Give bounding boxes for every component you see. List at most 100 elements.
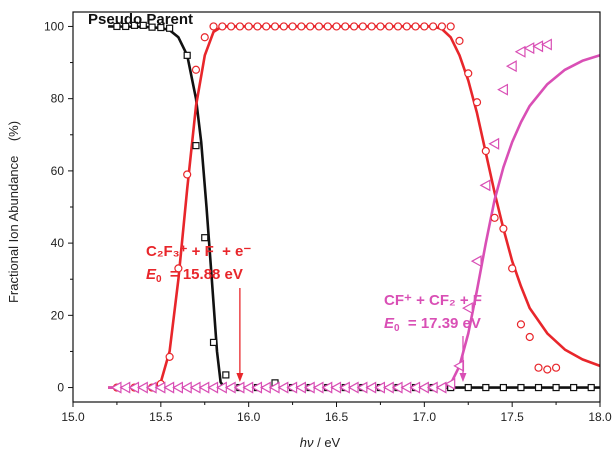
data-point-circle (306, 22, 315, 31)
x-axis-title: hν / eV (300, 435, 341, 450)
data-point-circle (367, 22, 376, 31)
data-point-circle (393, 22, 403, 31)
c2f3-channel-label: C₂F₃⁺ + F + e⁻ (146, 243, 251, 260)
data-point-square (183, 51, 191, 59)
y-tick-label: 40 (51, 236, 65, 250)
data-point-circle (323, 22, 332, 31)
data-point-triangle-left (523, 42, 535, 55)
data-point-square (157, 23, 165, 32)
data-point-circle (525, 332, 534, 342)
data-point-square (192, 142, 200, 150)
data-point-square (148, 23, 156, 31)
data-point-triangle-left (479, 179, 491, 192)
data-point-circle (516, 320, 526, 329)
data-point-triangle-left (462, 302, 473, 315)
c2f3-e0-label: E0 = 15.88 eV (146, 266, 243, 285)
x-tick-label: 15.5 (149, 410, 173, 424)
data-point-circle (455, 36, 464, 45)
data-point-circle (376, 22, 385, 31)
data-point-circle (279, 22, 288, 31)
data-point-square (222, 371, 230, 379)
x-tick-label: 17.5 (500, 410, 524, 424)
data-point-circle (341, 22, 350, 31)
data-point-circle (183, 170, 192, 179)
data-point-triangle-left (514, 45, 526, 58)
data-point-circle (235, 22, 244, 31)
y-tick-label: 80 (51, 92, 65, 106)
x-axis-ticks: 15.0 15.5 16.0 16.5 17.0 17.5 18.0 (61, 402, 612, 424)
y-tick-label: 20 (51, 308, 65, 322)
cf-threshold-arrow-head (459, 373, 467, 382)
data-markers (110, 21, 595, 394)
data-point-circle (551, 363, 561, 372)
threshold-arrows (236, 288, 467, 382)
data-point-square (517, 383, 525, 392)
data-point-circle (200, 33, 209, 42)
data-point-circle (253, 22, 262, 31)
fit-line-circle (108, 25, 601, 389)
fit-line-triangle-left (108, 54, 601, 389)
data-point-triangle-left (435, 381, 447, 394)
data-point-triangle-left (497, 83, 508, 96)
data-point-triangle-left (541, 38, 552, 51)
y-axis-title: Fractional Ion Abundance (%) (6, 121, 21, 303)
y-axis-ticks: 0 20 40 60 80 100 (44, 19, 73, 395)
c2f3-threshold-arrow-head (236, 373, 244, 382)
data-point-triangle-left (532, 40, 544, 53)
data-point-square (122, 22, 130, 31)
c2f3-annotation: C₂F₃⁺ + F + e⁻ E0 = 15.88 eV (146, 243, 251, 285)
data-point-circle (543, 365, 552, 374)
y-tick-label: 0 (57, 381, 64, 395)
data-point-circle (332, 22, 341, 31)
data-point-square (587, 383, 595, 392)
y-tick-label: 100 (44, 19, 64, 33)
cf-e0-label: E0 = 17.39 eV (384, 315, 481, 334)
data-point-circle (349, 22, 359, 31)
data-point-circle (385, 22, 394, 31)
data-point-circle (437, 22, 446, 31)
cf-channel-label: CF⁺ + CF₂ + F (384, 292, 482, 309)
data-point-square (552, 383, 560, 392)
data-point-triangle-left (444, 377, 456, 390)
data-point-square (130, 21, 139, 29)
data-point-circle (262, 22, 271, 31)
data-point-circle (508, 264, 517, 273)
data-point-circle (297, 22, 306, 31)
data-point-circle (429, 22, 438, 31)
data-point-circle (534, 363, 543, 372)
fit-line-square (108, 25, 600, 389)
data-point-circle (499, 224, 508, 233)
data-point-square (499, 383, 507, 392)
data-point-circle (481, 146, 490, 156)
data-point-circle (270, 22, 280, 31)
data-point-square (113, 22, 121, 31)
data-point-circle (209, 22, 218, 31)
data-point-square (166, 24, 174, 32)
x-tick-label: 16.5 (325, 410, 349, 424)
data-point-circle (402, 22, 411, 31)
fit-curves (108, 25, 601, 389)
data-point-circle (227, 22, 236, 31)
x-tick-label: 18.0 (588, 410, 612, 424)
pseudo-parent-label: Pseudo Parent (88, 11, 193, 28)
x-tick-label: 16.0 (237, 410, 261, 424)
data-point-square (201, 234, 209, 242)
x-tick-label: 17.0 (413, 410, 437, 424)
data-point-triangle-left (488, 137, 500, 150)
data-point-triangle-left (505, 60, 517, 73)
data-point-square (534, 383, 543, 392)
data-point-circle (420, 22, 429, 31)
data-point-circle (288, 22, 297, 31)
data-point-circle (218, 22, 227, 31)
data-point-circle (472, 98, 482, 107)
data-point-circle (411, 22, 420, 31)
data-point-triangle-left (470, 255, 482, 268)
data-point-circle (446, 22, 455, 31)
y-tick-label: 60 (51, 164, 65, 178)
data-point-circle (174, 264, 183, 273)
data-point-square (464, 383, 472, 392)
data-point-circle (490, 213, 499, 222)
data-point-circle (244, 22, 253, 31)
data-point-square (570, 383, 578, 392)
